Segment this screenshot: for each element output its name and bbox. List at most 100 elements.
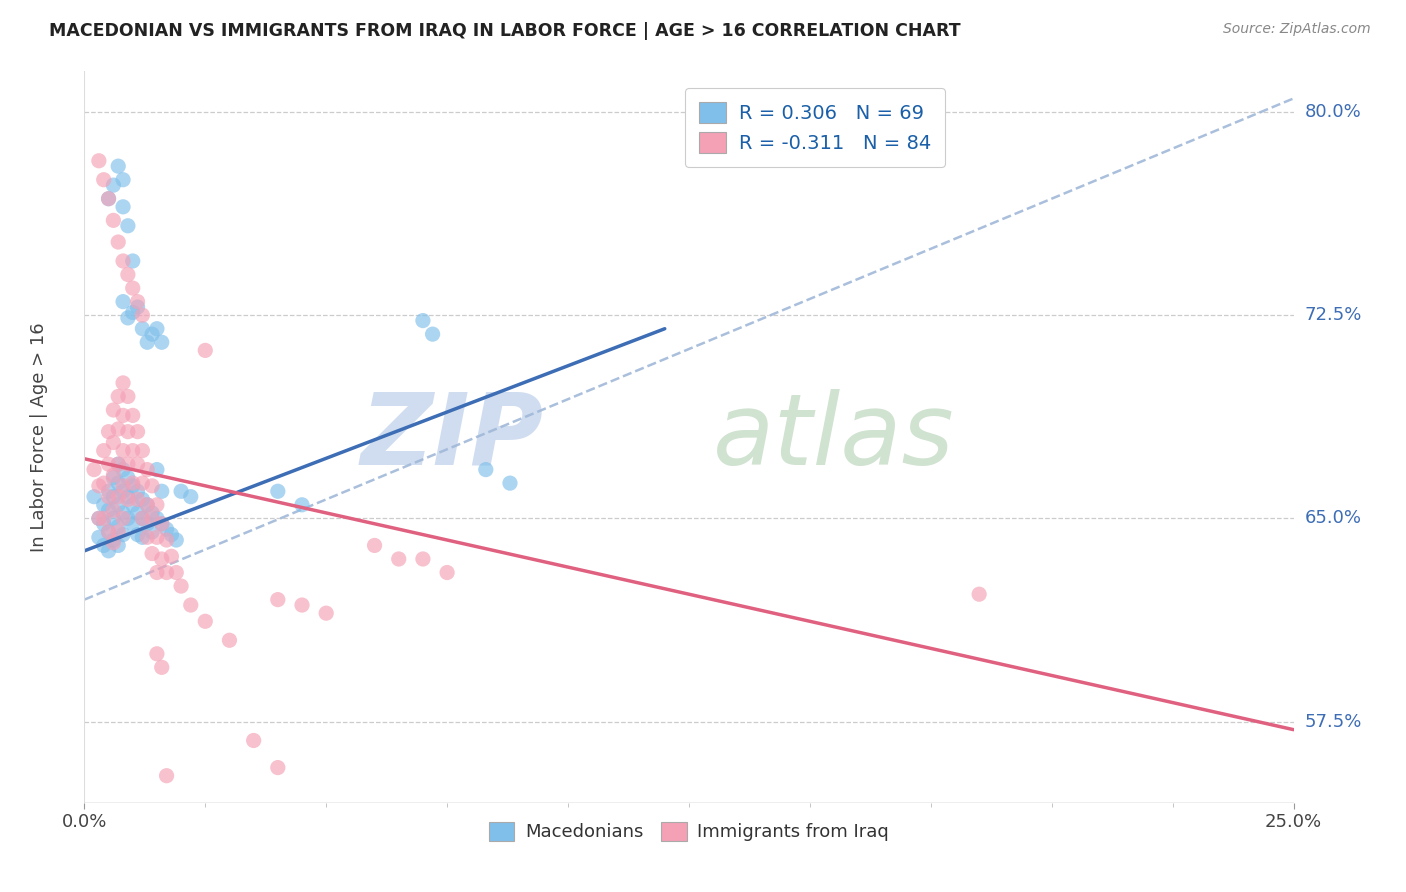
Point [112, 376, 135, 390]
Text: atlas: atlas [713, 389, 955, 485]
Point [93, 498, 115, 512]
Point [146, 322, 169, 336]
Point [141, 511, 163, 525]
Point [127, 300, 149, 314]
Point [141, 327, 163, 342]
Point [267, 761, 290, 775]
Point [112, 200, 135, 214]
Point [117, 425, 139, 439]
Point [127, 484, 149, 499]
Point [146, 647, 169, 661]
Point [194, 343, 217, 358]
Point [107, 519, 129, 533]
Point [131, 322, 153, 336]
Point [87, 153, 110, 168]
Point [107, 524, 129, 539]
Point [121, 409, 143, 423]
Point [112, 527, 135, 541]
Point [150, 335, 173, 350]
Point [112, 479, 135, 493]
Point [121, 305, 143, 319]
Y-axis label: In Labor Force | Age > 16: In Labor Force | Age > 16 [30, 322, 48, 552]
Point [117, 219, 139, 233]
Point [117, 389, 139, 403]
Point [121, 516, 143, 531]
Point [150, 660, 173, 674]
Point [112, 409, 135, 423]
Point [967, 587, 990, 601]
Point [131, 530, 153, 544]
Point [103, 535, 125, 549]
Point [170, 484, 193, 499]
Point [83, 490, 105, 504]
Point [107, 498, 129, 512]
Text: 65.0%: 65.0% [1305, 509, 1361, 527]
Point [97, 524, 120, 539]
Point [97, 425, 120, 439]
Point [475, 462, 498, 476]
Text: Source: ZipAtlas.com: Source: ZipAtlas.com [1223, 22, 1371, 37]
Point [136, 530, 159, 544]
Point [155, 522, 177, 536]
Point [218, 633, 240, 648]
Point [107, 457, 129, 471]
Point [97, 503, 120, 517]
Point [87, 511, 110, 525]
Point [103, 490, 125, 504]
Point [141, 547, 163, 561]
Point [117, 268, 139, 282]
Point [131, 511, 153, 525]
Point [363, 538, 385, 552]
Point [107, 389, 129, 403]
Point [117, 310, 139, 325]
Point [112, 511, 135, 525]
Point [422, 327, 444, 342]
Point [242, 733, 264, 747]
Legend: Macedonians, Immigrants from Iraq: Macedonians, Immigrants from Iraq [481, 814, 897, 848]
Point [146, 530, 169, 544]
Point [131, 308, 153, 322]
Point [150, 516, 173, 531]
Point [194, 615, 217, 629]
Point [170, 579, 193, 593]
Point [97, 484, 120, 499]
Point [87, 479, 110, 493]
Point [117, 511, 139, 525]
Point [103, 468, 125, 483]
Point [112, 443, 135, 458]
Point [155, 566, 177, 580]
Point [107, 159, 129, 173]
Point [141, 479, 163, 493]
Point [103, 503, 125, 517]
Point [146, 511, 169, 525]
Point [107, 235, 129, 249]
Point [127, 506, 149, 520]
Point [117, 471, 139, 485]
Point [291, 498, 314, 512]
Point [267, 592, 290, 607]
Point [180, 490, 202, 504]
Point [93, 511, 115, 525]
Point [160, 527, 183, 541]
Point [136, 462, 159, 476]
Point [107, 457, 129, 471]
Point [107, 538, 129, 552]
Point [131, 492, 153, 507]
Point [131, 443, 153, 458]
Point [107, 490, 129, 504]
Point [112, 294, 135, 309]
Point [97, 524, 120, 539]
Point [112, 172, 135, 186]
Point [165, 533, 187, 547]
Point [87, 530, 110, 544]
Text: ZIP: ZIP [361, 389, 544, 485]
Point [160, 549, 183, 564]
Text: 57.5%: 57.5% [1305, 713, 1362, 731]
Point [103, 403, 125, 417]
Point [121, 443, 143, 458]
Point [97, 490, 120, 504]
Point [121, 281, 143, 295]
Text: 80.0%: 80.0% [1305, 103, 1361, 121]
Point [291, 598, 314, 612]
Point [112, 484, 135, 499]
